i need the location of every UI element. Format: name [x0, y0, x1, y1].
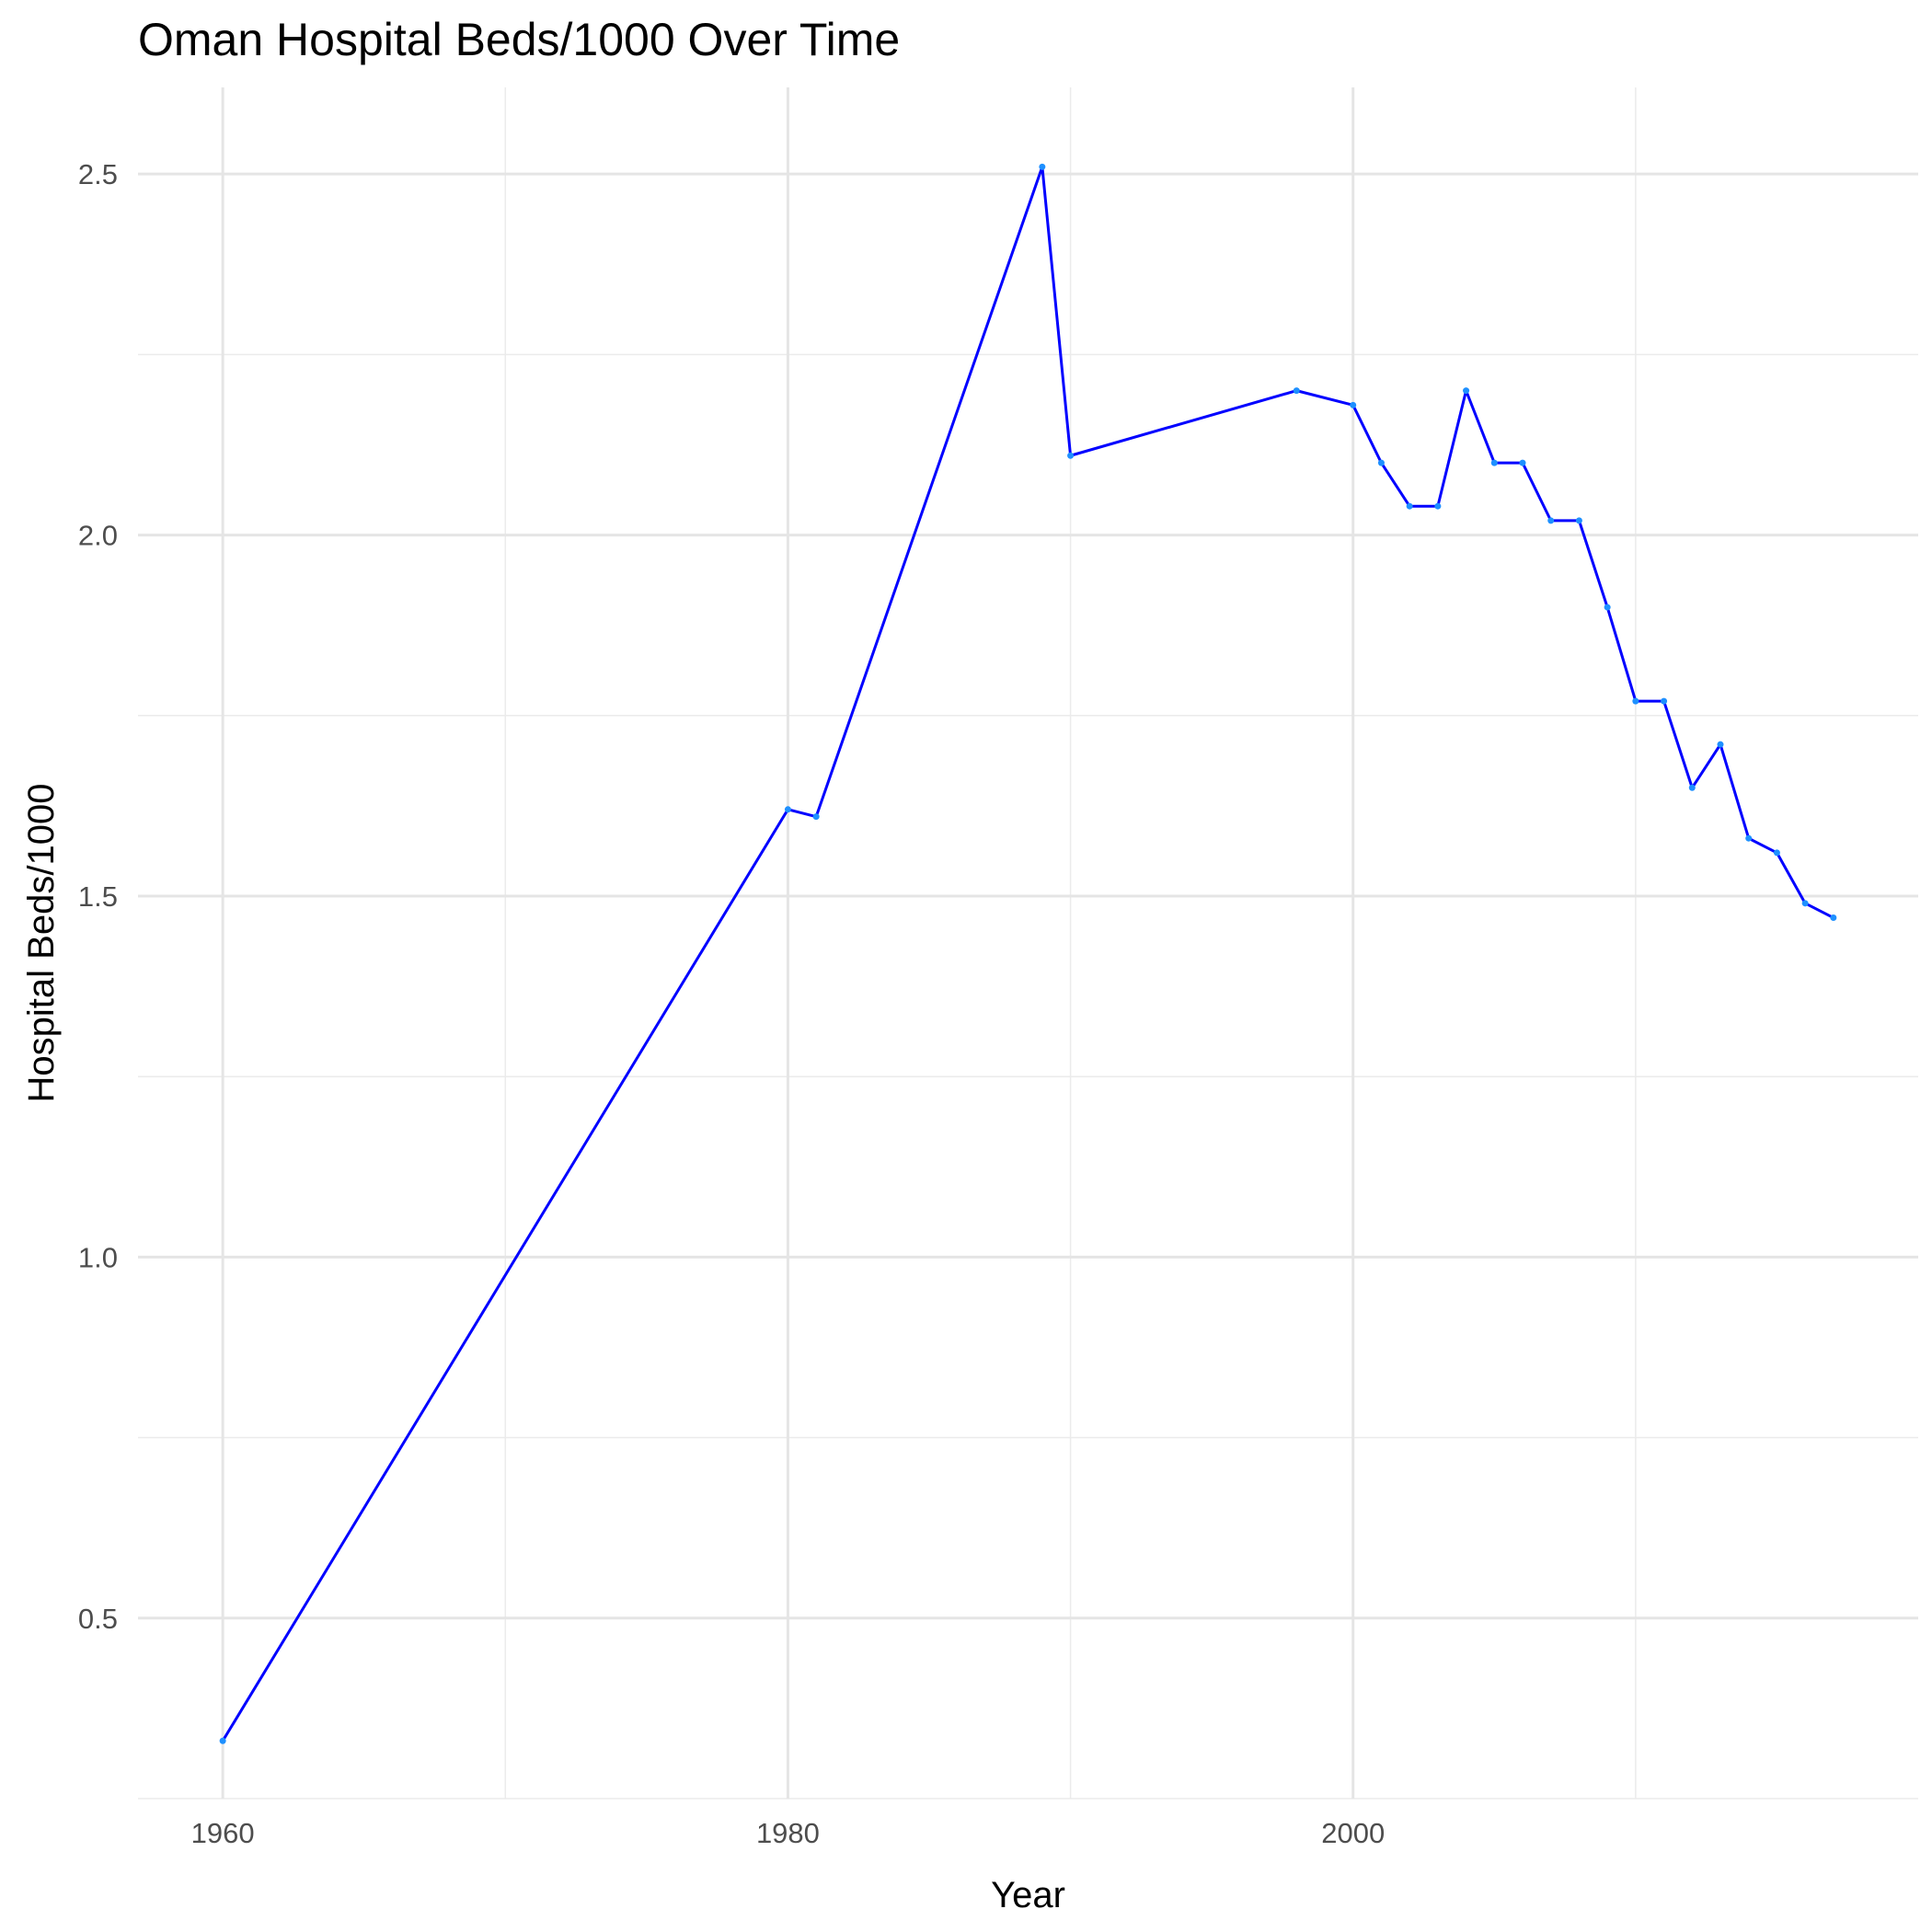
- data-point: [1463, 387, 1470, 395]
- data-point: [1490, 459, 1498, 466]
- data-point: [812, 813, 820, 821]
- data-point: [1039, 163, 1046, 170]
- data-point: [1801, 900, 1809, 907]
- data-point: [1377, 459, 1385, 466]
- data-point: [219, 1737, 226, 1744]
- y-tick-label: 2.0: [78, 520, 118, 552]
- data-point: [1604, 604, 1611, 611]
- x-tick-label: 2000: [1321, 1817, 1385, 1849]
- data-point: [1745, 834, 1753, 842]
- chart-title: Oman Hospital Beds/1000 Over Time: [138, 14, 901, 65]
- data-point: [1350, 401, 1357, 408]
- y-tick-label: 1.5: [78, 880, 118, 913]
- x-tick-label: 1980: [756, 1817, 820, 1849]
- data-point: [1773, 849, 1780, 857]
- x-axis-title: Year: [991, 1875, 1065, 1915]
- data-point: [1661, 697, 1668, 705]
- data-point: [1406, 502, 1413, 510]
- y-tick-label: 2.5: [78, 158, 118, 190]
- y-tick-label: 0.5: [78, 1603, 118, 1635]
- tick-labels: 1960 1980 2000 0.5 1.0 1.5 2.0 2.5: [78, 158, 1385, 1849]
- data-point: [1434, 502, 1442, 510]
- data-point: [1830, 914, 1837, 922]
- data-point: [1547, 517, 1555, 524]
- grid-lines: [138, 87, 1918, 1800]
- series-layer: [219, 163, 1837, 1744]
- data-point: [1293, 387, 1300, 395]
- series-line: [221, 165, 1834, 1742]
- data-point: [1067, 452, 1075, 459]
- data-point: [784, 806, 791, 813]
- data-point: [1688, 784, 1696, 791]
- x-tick-label: 1960: [191, 1817, 255, 1849]
- data-point: [1632, 697, 1639, 705]
- y-axis-title: Hospital Beds/1000: [21, 784, 62, 1103]
- data-point: [1519, 459, 1526, 466]
- data-point: [1575, 517, 1582, 524]
- data-point: [1717, 741, 1724, 748]
- y-tick-label: 1.0: [78, 1241, 118, 1273]
